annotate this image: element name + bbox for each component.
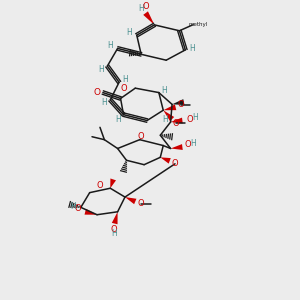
Polygon shape <box>125 197 136 204</box>
Text: H: H <box>98 64 104 74</box>
Text: O: O <box>97 181 103 190</box>
Text: O: O <box>186 115 193 124</box>
Text: H: H <box>115 115 121 124</box>
Text: H: H <box>111 230 117 238</box>
Text: H: H <box>70 202 76 211</box>
Text: H: H <box>162 115 168 124</box>
Text: O: O <box>75 204 81 213</box>
Polygon shape <box>85 209 97 215</box>
Text: H: H <box>127 28 132 37</box>
Text: O: O <box>178 100 184 109</box>
Polygon shape <box>163 104 176 110</box>
Text: H: H <box>107 41 113 50</box>
Polygon shape <box>112 212 118 224</box>
Text: O: O <box>137 132 144 141</box>
Polygon shape <box>171 144 183 150</box>
Text: H: H <box>189 44 195 53</box>
Polygon shape <box>160 157 171 164</box>
Text: O: O <box>138 199 145 208</box>
Text: methyl: methyl <box>189 22 208 27</box>
Polygon shape <box>163 110 174 121</box>
Text: H: H <box>138 4 144 13</box>
Text: O: O <box>111 225 117 234</box>
Text: O: O <box>143 2 149 11</box>
Text: O: O <box>185 140 192 149</box>
Text: H: H <box>191 139 197 148</box>
Text: O: O <box>172 119 179 128</box>
Polygon shape <box>143 11 154 25</box>
Text: O: O <box>120 83 127 92</box>
Text: H: H <box>101 98 107 107</box>
Polygon shape <box>110 178 116 188</box>
Text: H: H <box>161 86 167 95</box>
Text: O: O <box>94 88 100 97</box>
Text: O: O <box>172 159 178 168</box>
Polygon shape <box>171 118 183 124</box>
Polygon shape <box>172 99 184 105</box>
Text: H: H <box>192 113 198 122</box>
Text: H: H <box>123 75 128 84</box>
